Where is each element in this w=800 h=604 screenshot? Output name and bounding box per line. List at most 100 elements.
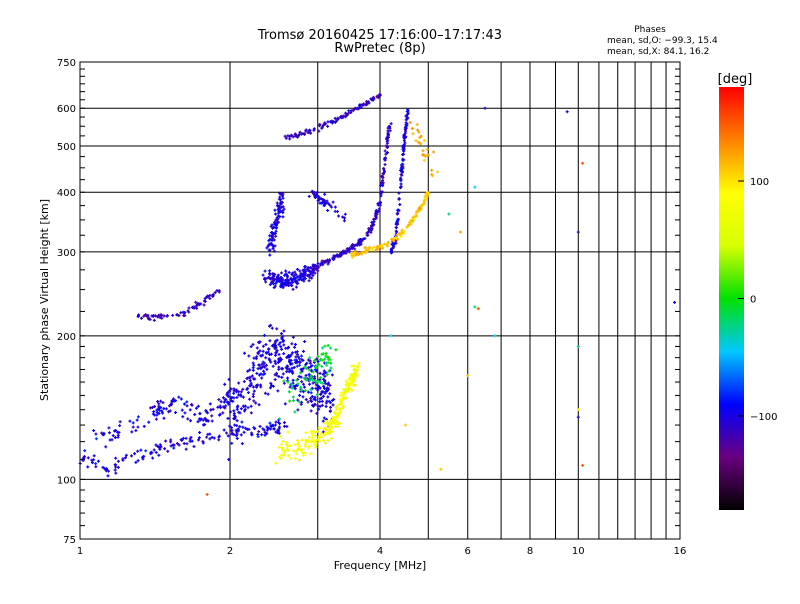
data-point xyxy=(289,362,293,366)
data-point xyxy=(284,366,288,370)
data-point xyxy=(167,410,171,414)
data-point xyxy=(390,250,394,254)
data-point xyxy=(307,358,311,362)
data-point xyxy=(261,360,265,364)
data-point xyxy=(252,377,256,381)
data-point xyxy=(203,416,207,420)
data-point xyxy=(327,432,331,436)
data-point xyxy=(246,406,250,410)
data-point xyxy=(371,248,375,252)
data-point xyxy=(277,357,281,361)
data-point xyxy=(187,306,191,310)
data-point xyxy=(415,214,419,218)
data-point xyxy=(408,120,412,124)
data-point xyxy=(324,354,328,358)
data-point xyxy=(258,349,262,353)
data-point xyxy=(237,390,241,394)
data-point xyxy=(286,447,290,451)
phases-x-stats: mean, sd,X: 84.1, 16.2 xyxy=(607,47,709,57)
data-point xyxy=(275,338,279,342)
data-point xyxy=(257,340,261,344)
data-point xyxy=(280,337,284,341)
data-point xyxy=(208,402,212,406)
data-point xyxy=(281,211,285,215)
data-point xyxy=(170,401,174,405)
data-point xyxy=(416,209,420,213)
data-point xyxy=(163,447,167,451)
data-point xyxy=(326,259,330,263)
data-point xyxy=(267,347,271,351)
data-point xyxy=(305,361,309,365)
data-point xyxy=(241,387,245,391)
data-point xyxy=(274,229,278,233)
data-point xyxy=(299,388,303,392)
data-point xyxy=(264,280,268,284)
data-point xyxy=(297,278,301,282)
data-point xyxy=(300,369,304,373)
data-point xyxy=(352,377,356,381)
data-point xyxy=(157,412,161,416)
data-point xyxy=(201,441,205,445)
data-point xyxy=(181,415,185,419)
data-point xyxy=(81,456,85,460)
data-point xyxy=(374,248,378,252)
data-point xyxy=(238,425,242,429)
data-point xyxy=(230,441,234,445)
data-point xyxy=(439,467,443,471)
data-point xyxy=(124,453,128,457)
y-tick-label: 500 xyxy=(57,142,76,153)
data-point xyxy=(239,433,243,437)
data-point xyxy=(169,444,173,448)
data-point xyxy=(128,419,132,423)
data-point xyxy=(157,407,161,411)
data-point xyxy=(291,378,295,382)
data-point xyxy=(288,355,292,359)
data-point xyxy=(291,287,295,291)
data-point xyxy=(283,402,287,406)
data-point xyxy=(581,463,585,467)
data-point xyxy=(336,413,340,417)
data-point xyxy=(400,162,404,166)
data-point xyxy=(334,419,338,423)
data-point xyxy=(255,355,259,359)
data-point xyxy=(161,411,165,415)
data-point xyxy=(302,376,306,380)
data-point xyxy=(288,281,292,285)
data-point xyxy=(270,238,274,242)
data-point xyxy=(94,465,98,469)
data-point xyxy=(267,276,271,280)
data-point xyxy=(292,384,296,388)
data-point xyxy=(303,451,307,455)
data-point xyxy=(218,412,222,416)
data-point xyxy=(152,448,156,452)
data-point xyxy=(347,111,351,115)
data-point xyxy=(367,227,371,231)
data-point xyxy=(275,327,279,331)
data-point xyxy=(376,210,380,214)
data-point xyxy=(323,391,327,395)
data-point xyxy=(104,445,108,449)
data-point xyxy=(224,404,228,408)
data-point xyxy=(262,428,266,432)
data-point xyxy=(272,427,276,431)
data-point xyxy=(237,381,241,385)
data-point xyxy=(314,366,318,370)
data-point xyxy=(296,267,300,271)
data-point xyxy=(435,170,439,174)
data-point xyxy=(316,269,320,273)
data-point xyxy=(295,352,299,356)
data-point xyxy=(182,402,186,406)
data-point xyxy=(353,251,357,255)
data-point xyxy=(298,269,302,273)
data-point xyxy=(318,378,322,382)
data-point xyxy=(201,418,205,422)
data-point xyxy=(94,462,98,466)
data-point xyxy=(335,407,339,411)
data-point xyxy=(318,439,322,443)
data-point xyxy=(257,430,261,434)
data-point xyxy=(177,314,181,318)
data-point xyxy=(271,247,275,251)
data-point xyxy=(270,383,274,387)
data-point xyxy=(208,296,212,300)
data-point xyxy=(399,182,403,186)
